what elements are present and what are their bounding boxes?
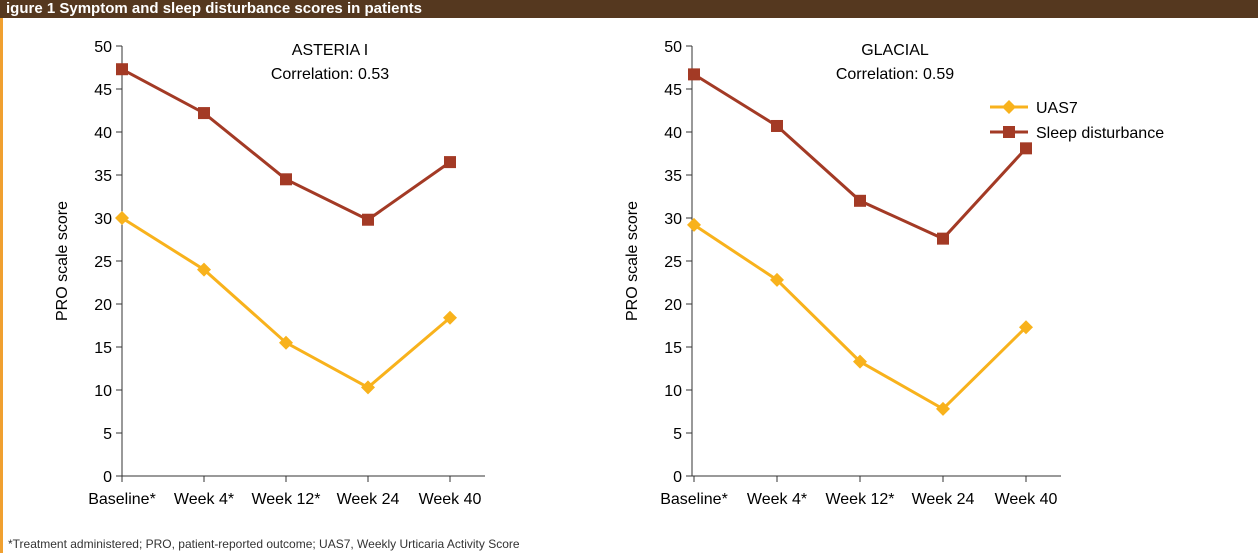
chart2-y-tick-label: 0 bbox=[673, 469, 682, 486]
chart1-y-tick-label: 40 bbox=[94, 125, 112, 142]
chart2-uas7-point bbox=[770, 272, 784, 287]
chart1-uas7-point bbox=[443, 310, 457, 325]
legend-sleep-disturbance-label: Sleep disturbance bbox=[1036, 125, 1164, 142]
chart2-uas7-point bbox=[1019, 320, 1033, 335]
chart1-y-tick-label: 15 bbox=[94, 340, 112, 357]
chart2-x-tick-label: Baseline* bbox=[660, 491, 728, 508]
chart2-subtitle: Correlation: 0.59 bbox=[836, 66, 954, 83]
figure-header: igure 1 Symptom and sleep disturbance sc… bbox=[0, 0, 1258, 18]
chart2-y-tick-label: 15 bbox=[664, 340, 682, 357]
chart1-x-tick-label: Week 12* bbox=[251, 491, 320, 508]
chart1-y-tick-label: 50 bbox=[94, 39, 112, 56]
chart1-y-tick-label: 10 bbox=[94, 383, 112, 400]
chart1-sleep-disturbance-point bbox=[444, 156, 456, 169]
legend-uas7-marker bbox=[1002, 100, 1016, 114]
chart1-sleep-disturbance-point bbox=[362, 213, 374, 226]
chart2-x-tick-label: Week 24 bbox=[912, 491, 975, 508]
chart2-x-tick-label: Week 4* bbox=[747, 491, 807, 508]
legend-sleep-disturbance-marker bbox=[1003, 126, 1015, 138]
chart2-y-tick-label: 10 bbox=[664, 383, 682, 400]
chart2-uas7-point bbox=[936, 401, 950, 416]
chart1-uas7-point bbox=[197, 262, 211, 277]
chart2-y-tick-label: 5 bbox=[673, 426, 682, 443]
chart2-title: GLACIAL bbox=[861, 42, 929, 59]
chart1-x-tick-label: Week 4* bbox=[174, 491, 234, 508]
chart1-uas7-line bbox=[121, 216, 451, 390]
chart2-y-axis-label: PRO scale score bbox=[624, 201, 641, 321]
chart1-sleep-disturbance-point bbox=[116, 63, 128, 76]
chart2-y-tick-label: 45 bbox=[664, 82, 682, 99]
chart2-y-tick-label: 35 bbox=[664, 168, 682, 185]
chart2-sleep-disturbance-line bbox=[693, 73, 1028, 241]
chart2-y-tick-label: 40 bbox=[664, 125, 682, 142]
chart1-subtitle: Correlation: 0.53 bbox=[271, 66, 389, 83]
legend-uas7-label: UAS7 bbox=[1036, 100, 1078, 117]
chart1-y-tick-label: 35 bbox=[94, 168, 112, 185]
chart1-y-tick-label: 20 bbox=[94, 297, 112, 314]
chart1-x-tick-label: Week 24 bbox=[337, 491, 400, 508]
chart2-y-tick-label: 50 bbox=[664, 39, 682, 56]
chart2-x-tick-label: Week 40 bbox=[995, 491, 1058, 508]
figure-header-title: igure 1 Symptom and sleep disturbance sc… bbox=[6, 0, 422, 17]
chart2-y-tick-label: 30 bbox=[664, 211, 682, 228]
chart2-sleep-disturbance-point bbox=[688, 68, 700, 81]
chart2-y-tick-label: 25 bbox=[664, 254, 682, 271]
chart1-uas7-point bbox=[279, 335, 293, 350]
chart1-y-tick-label: 5 bbox=[103, 426, 112, 443]
chart1-y-axis-label: PRO scale score bbox=[54, 201, 71, 321]
chart1-sleep-disturbance-point bbox=[198, 107, 210, 120]
chart1-x-tick-label: Baseline* bbox=[88, 491, 156, 508]
chart1-x-tick-label: Week 40 bbox=[419, 491, 482, 508]
chart1-uas7-point bbox=[115, 211, 129, 225]
chart2-y-tick-label: 20 bbox=[664, 297, 682, 314]
accent-rule bbox=[0, 18, 3, 553]
chart2-uas7-point bbox=[853, 354, 867, 369]
chart2-uas7-point bbox=[687, 217, 701, 232]
chart2-uas7-line bbox=[693, 223, 1028, 411]
chart1-uas7-point bbox=[361, 380, 375, 395]
chart1-sleep-disturbance-line bbox=[121, 67, 451, 222]
chart2-x-tick-label: Week 12* bbox=[825, 491, 894, 508]
chart1-title: ASTERIA I bbox=[292, 42, 368, 59]
chart2-sleep-disturbance-point bbox=[937, 232, 949, 245]
chart2-sleep-disturbance-point bbox=[854, 194, 866, 207]
chart1-y-tick-label: 25 bbox=[94, 254, 112, 271]
chart1-sleep-disturbance-point bbox=[280, 173, 292, 186]
chart1-y-tick-label: 0 bbox=[103, 469, 112, 486]
chart1-y-tick-label: 45 bbox=[94, 82, 112, 99]
chart2-sleep-disturbance-point bbox=[771, 119, 783, 132]
chart1-y-tick-label: 30 bbox=[94, 211, 112, 228]
footnote: *Treatment administered; PRO, patient-re… bbox=[8, 537, 520, 551]
chart2-sleep-disturbance-point bbox=[1020, 142, 1032, 155]
